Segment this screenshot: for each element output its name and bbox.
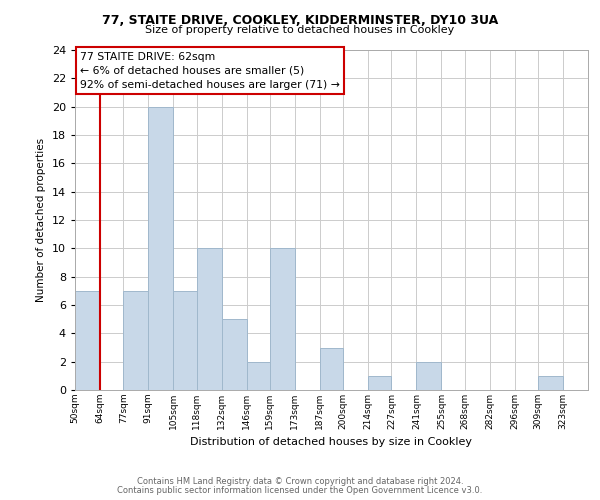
Bar bbox=[75, 291, 100, 390]
Bar bbox=[123, 291, 148, 390]
Bar bbox=[368, 376, 391, 390]
Text: 77, STAITE DRIVE, COOKLEY, KIDDERMINSTER, DY10 3UA: 77, STAITE DRIVE, COOKLEY, KIDDERMINSTER… bbox=[102, 14, 498, 27]
Bar bbox=[197, 248, 221, 390]
Text: Contains public sector information licensed under the Open Government Licence v3: Contains public sector information licen… bbox=[118, 486, 482, 495]
Bar bbox=[270, 248, 295, 390]
Text: Size of property relative to detached houses in Cookley: Size of property relative to detached ho… bbox=[145, 25, 455, 35]
Bar bbox=[538, 376, 563, 390]
Bar bbox=[221, 319, 247, 390]
Bar bbox=[173, 291, 197, 390]
X-axis label: Distribution of detached houses by size in Cookley: Distribution of detached houses by size … bbox=[191, 438, 473, 448]
Bar bbox=[320, 348, 343, 390]
Bar bbox=[247, 362, 270, 390]
Y-axis label: Number of detached properties: Number of detached properties bbox=[36, 138, 46, 302]
Text: Contains HM Land Registry data © Crown copyright and database right 2024.: Contains HM Land Registry data © Crown c… bbox=[137, 478, 463, 486]
Bar bbox=[416, 362, 442, 390]
Text: 77 STAITE DRIVE: 62sqm
← 6% of detached houses are smaller (5)
92% of semi-detac: 77 STAITE DRIVE: 62sqm ← 6% of detached … bbox=[80, 52, 340, 90]
Bar bbox=[148, 106, 173, 390]
